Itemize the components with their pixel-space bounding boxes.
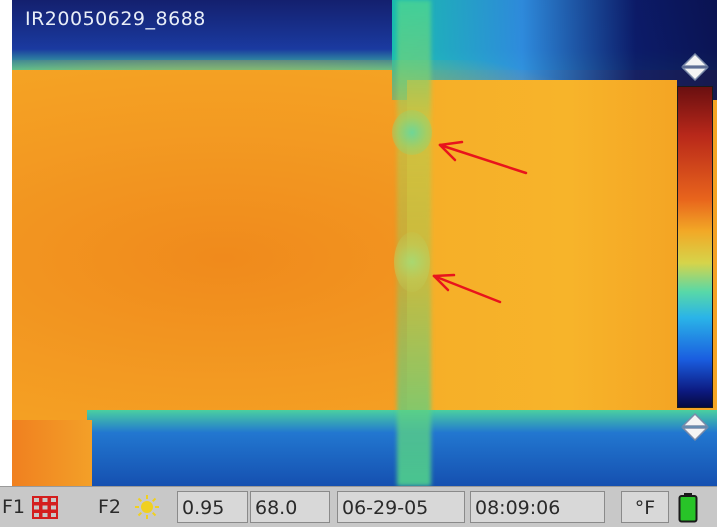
battery-icon — [678, 493, 698, 523]
time-value: 08:09:06 — [470, 491, 605, 523]
thermal-anomaly-lower — [394, 232, 430, 292]
scale-up-arrow-icon[interactable] — [681, 52, 709, 82]
date-value: 06-29-05 — [337, 491, 465, 523]
warm-region-right — [407, 80, 677, 410]
color-scale — [677, 52, 713, 442]
thermal-anomaly-upper — [392, 110, 432, 155]
warm-region-bottom-left — [12, 420, 92, 486]
emissivity-value: 0.95 — [177, 491, 248, 523]
image-filename: IR20050629_8688 — [25, 8, 206, 30]
f2-label[interactable]: F2 — [98, 496, 122, 518]
sun-icon[interactable] — [134, 494, 160, 520]
thermal-image — [12, 0, 717, 486]
scale-down-arrow-icon[interactable] — [681, 412, 709, 442]
grid-icon[interactable] — [32, 496, 58, 519]
status-bar: F1 F2 0.95 68.0 06-29-05 08:09:06 °F — [0, 486, 717, 527]
temperature-value: 68.0 — [250, 491, 330, 523]
temperature-unit[interactable]: °F — [621, 491, 669, 523]
f1-label[interactable]: F1 — [2, 496, 26, 518]
color-scale-gradient — [677, 86, 713, 408]
